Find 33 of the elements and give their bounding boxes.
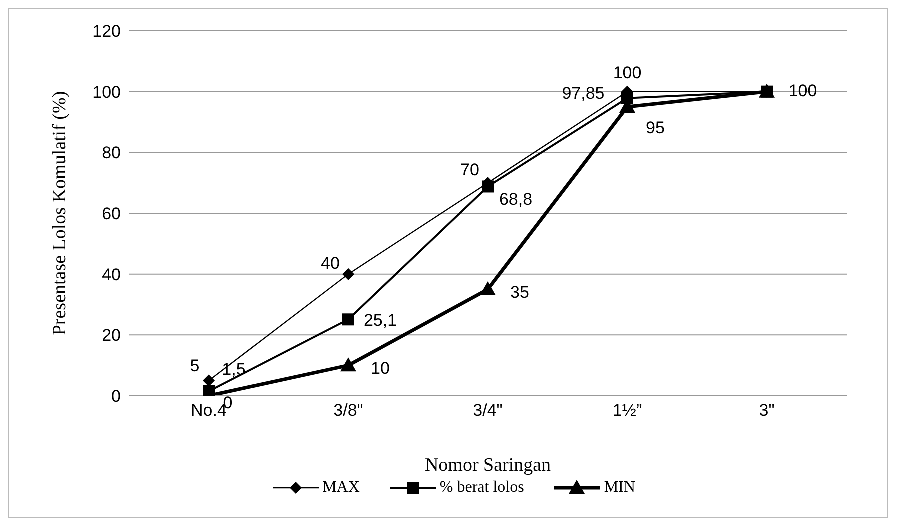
y-tick-label: 80 <box>102 144 121 163</box>
point <box>340 358 356 372</box>
point <box>482 180 494 193</box>
data-label: 35 <box>510 283 530 302</box>
y-axis-title: Presentase Lolos Komulatif (%) <box>50 91 71 336</box>
legend-label: MIN <box>604 479 636 497</box>
x-tick-label: 3" <box>759 401 775 420</box>
data-label: 70 <box>460 160 480 180</box>
legend-label: MAX <box>322 479 360 497</box>
data-label: 97,85 <box>562 84 605 103</box>
data-label: 100 <box>788 81 818 100</box>
point <box>203 374 215 387</box>
x-tick-label: 1½” <box>612 401 642 420</box>
y-tick-label: 0 <box>112 387 121 406</box>
data-label: 40 <box>321 254 340 273</box>
y-tick-label: 120 <box>92 22 121 42</box>
y-tick-label: 40 <box>102 265 121 284</box>
point <box>342 268 354 280</box>
x-tick-label: 3/4" <box>473 401 503 420</box>
data-label: 100 <box>613 63 642 82</box>
data-label: 5 <box>190 356 200 376</box>
y-tick-label: 60 <box>102 204 121 224</box>
x-axis-title: Nomor Saringan <box>424 455 552 476</box>
y-tick-label: 20 <box>102 326 121 346</box>
x-tick-label: 3/8" <box>334 401 364 420</box>
point <box>342 314 354 326</box>
legend-label: % berat lolos <box>440 479 524 497</box>
data-label: 25,1 <box>364 311 398 330</box>
point <box>480 282 496 296</box>
data-label: 68,8 <box>499 190 533 210</box>
y-tick-label: 100 <box>92 82 121 102</box>
data-label: 10 <box>371 359 390 378</box>
data-label: 95 <box>646 118 665 138</box>
